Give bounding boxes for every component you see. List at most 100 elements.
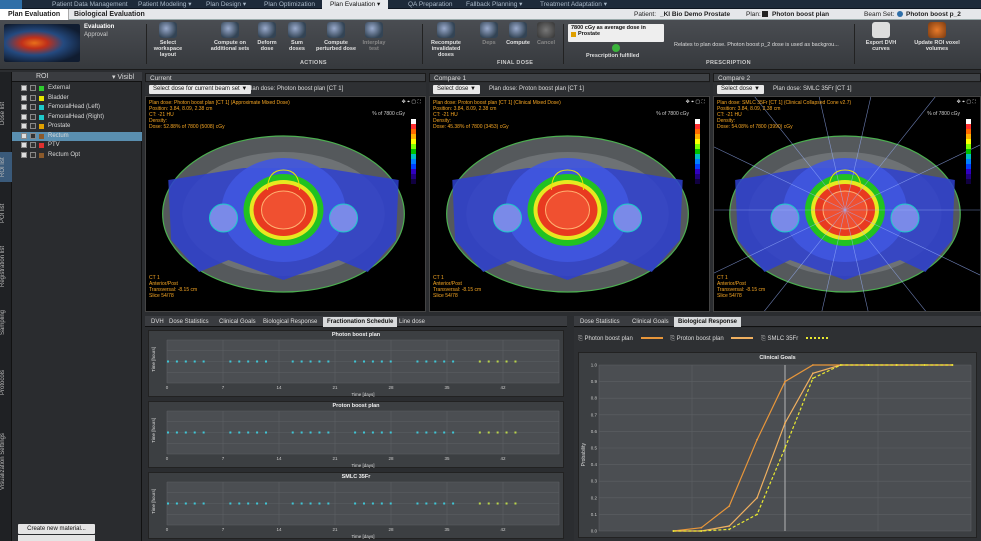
visibility-checkbox[interactable]: [21, 142, 27, 148]
roi-row[interactable]: FemoralHead (Right): [12, 113, 142, 122]
roi-row[interactable]: Rectum: [12, 131, 142, 141]
outline-checkbox[interactable]: [30, 151, 36, 158]
prescription-box[interactable]: 7800 cGy as average dose in Prostate: [568, 24, 664, 42]
tab-registration-list[interactable]: Registration list: [0, 245, 6, 287]
tab-roi-list[interactable]: ROI list: [0, 152, 12, 182]
compute-additional-sets-button[interactable]: Compute on additional sets: [210, 22, 250, 52]
outline-checkbox[interactable]: [30, 132, 36, 139]
interplay-test-button[interactable]: Interplay test: [358, 22, 390, 52]
tab-dose-statistics[interactable]: Dose Statistics: [169, 319, 209, 325]
visibility-checkbox[interactable]: [21, 151, 27, 158]
tab-fractionation-schedule[interactable]: Fractionation Schedule: [323, 317, 398, 327]
roi-row[interactable]: Rectum Opt: [12, 151, 142, 160]
tab-biological-response-right[interactable]: Biological Response: [674, 317, 742, 327]
dose-view[interactable]: Plan dose: Photon boost plan [CT 1] (App…: [145, 96, 426, 312]
tab-sampling[interactable]: Sampling: [0, 309, 6, 335]
view-tools-icon[interactable]: ✥ ⌖ ▢ ⛶: [956, 99, 976, 105]
fraction-marker: [371, 502, 374, 505]
outline-checkbox[interactable]: [30, 113, 36, 120]
tab-poi-list[interactable]: POI list: [0, 203, 6, 223]
view-toolbar: Select dose ▼ Plan dose: SMLC 35Fr [CT 1]: [713, 83, 981, 95]
compute-perturbed-dose-button[interactable]: Compute perturbed dose: [314, 22, 358, 52]
update-roi-voxel-button[interactable]: Update ROI voxel volumes: [912, 22, 962, 52]
legend-photon-icon: ⎘: [578, 336, 585, 342]
colorbar-swatch: [966, 129, 971, 134]
roi-row[interactable]: Bladder: [12, 94, 142, 103]
dose-view[interactable]: Plan dose: Proton boost plan [CT 1] (Cli…: [429, 96, 710, 312]
outline-checkbox[interactable]: [30, 94, 36, 101]
roi-row[interactable]: PTV: [12, 141, 142, 150]
deform-dose-button[interactable]: Deform dose: [253, 22, 281, 52]
roi-row[interactable]: Prostate: [12, 122, 142, 131]
deps-button[interactable]: Deps: [478, 22, 500, 46]
schedule-chart[interactable]: Proton boost plan Time [hours] 0 7 14 21 28 35 4…: [148, 401, 564, 468]
sum-doses-button[interactable]: Sum doses: [284, 22, 310, 52]
roi-list-header: ROI ▾ Visibl: [12, 72, 142, 82]
x-tick-label: 35: [444, 385, 450, 390]
outline-checkbox[interactable]: [30, 142, 36, 148]
select-dose-button[interactable]: Select dose ▼: [433, 85, 480, 94]
ribbon: Evaluation Approval Select workspace lay…: [0, 20, 981, 70]
x-tick-label: 42: [500, 527, 506, 532]
secondary-button[interactable]: [18, 535, 95, 541]
visibility-checkbox[interactable]: [21, 113, 27, 120]
dose-view[interactable]: Plan dose: SMLC 35Fr [CT 1] (Clinical Co…: [713, 96, 981, 312]
bladder-contour: [267, 169, 300, 191]
create-new-material-button[interactable]: Create new material...: [18, 524, 95, 534]
tab-dvh[interactable]: DVH: [151, 319, 164, 325]
plan-selector[interactable]: Photon boost plan: [772, 11, 830, 18]
tab-plan-design[interactable]: Plan Design ▾: [206, 1, 247, 8]
select-dose-button[interactable]: Select dose for current beam set ▼: [149, 85, 252, 94]
outline-checkbox[interactable]: [30, 85, 36, 91]
compute-button[interactable]: Compute: [505, 22, 531, 46]
tab-protocols[interactable]: Protocols: [0, 369, 6, 395]
tab-dose-list[interactable]: Dose list: [0, 101, 6, 125]
tab-biological-response[interactable]: Biological Response: [263, 319, 318, 325]
schedule-chart[interactable]: Photon boost plan Time [hours] 0 7 14 21 28 35 4…: [148, 330, 564, 397]
tab-line-dose[interactable]: Line dose: [399, 319, 426, 325]
fraction-marker: [389, 360, 392, 363]
schedule-chart[interactable]: SMLC 35Fr Time [hours] 0 7 14 21 28 35 42 Time [d…: [148, 472, 564, 539]
tab-qa-preparation[interactable]: QA Preparation: [408, 1, 453, 8]
tab-biological-evaluation[interactable]: Biological Evaluation: [74, 11, 145, 18]
select-dose-button[interactable]: Select dose ▼: [717, 85, 764, 94]
visibility-checkbox[interactable]: [21, 104, 27, 110]
visibility-checkbox[interactable]: [21, 85, 27, 91]
tab-treatment-adaptation[interactable]: Treatment Adaptation ▾: [540, 1, 607, 8]
tab-dose-statistics-right[interactable]: Dose Statistics: [580, 319, 620, 325]
beam-line: [818, 97, 846, 211]
roi-row[interactable]: External: [12, 84, 142, 93]
recompute-invalidated-button[interactable]: Recompute invalidated doses: [424, 22, 468, 58]
outline-checkbox[interactable]: [30, 123, 36, 129]
app-logo: [0, 0, 22, 9]
visibility-checkbox[interactable]: [21, 132, 27, 139]
cancel-button[interactable]: Cancel: [533, 22, 559, 46]
colorbar-swatch: [411, 154, 416, 159]
export-dvh-button[interactable]: Export DVH curves: [858, 22, 904, 52]
tab-clinical-goals[interactable]: Clinical Goals: [219, 319, 256, 325]
tab-fallback-planning[interactable]: Fallback Planning ▾: [466, 1, 523, 8]
tab-plan-optimization[interactable]: Plan Optimization: [264, 1, 315, 8]
view-tools-icon[interactable]: ✥ ⌖ ▢ ⛶: [401, 99, 421, 105]
roi-row[interactable]: FemoralHead (Left): [12, 103, 142, 112]
visibility-checkbox[interactable]: [21, 123, 27, 129]
data-point: [700, 526, 703, 529]
beamset-selector[interactable]: Photon boost p_2: [906, 11, 961, 18]
visibility-filter[interactable]: ▾ Visibl: [112, 74, 135, 81]
dose-image: [446, 119, 700, 293]
outline-checkbox[interactable]: [30, 104, 36, 110]
fraction-marker: [193, 502, 196, 505]
tab-patient-data[interactable]: Patient Data Management: [52, 1, 128, 8]
tab-patient-modeling[interactable]: Patient Modeling ▾: [138, 1, 192, 8]
select-workspace-layout-button[interactable]: Select workspace layout: [150, 22, 186, 58]
x-tick-label: 0: [166, 527, 169, 532]
tab-clinical-goals-right[interactable]: Clinical Goals: [632, 319, 669, 325]
tab-plan-evaluation-sub[interactable]: Plan Evaluation: [0, 9, 70, 20]
view-tools-icon[interactable]: ✥ ⌖ ▢ ⛶: [685, 99, 705, 105]
tcp-chart[interactable]: 1.0 0.9 0.8 0.7 0.6 0.5 0.4 0.3 0.2 0.1 0.0: [579, 353, 978, 539]
tab-visualization-settings[interactable]: Visualization Settings: [0, 433, 6, 491]
tab-plan-evaluation[interactable]: Plan Evaluation ▾: [322, 0, 389, 9]
visibility-checkbox[interactable]: [21, 94, 27, 101]
fraction-marker: [380, 502, 383, 505]
fraction-marker: [327, 431, 330, 434]
